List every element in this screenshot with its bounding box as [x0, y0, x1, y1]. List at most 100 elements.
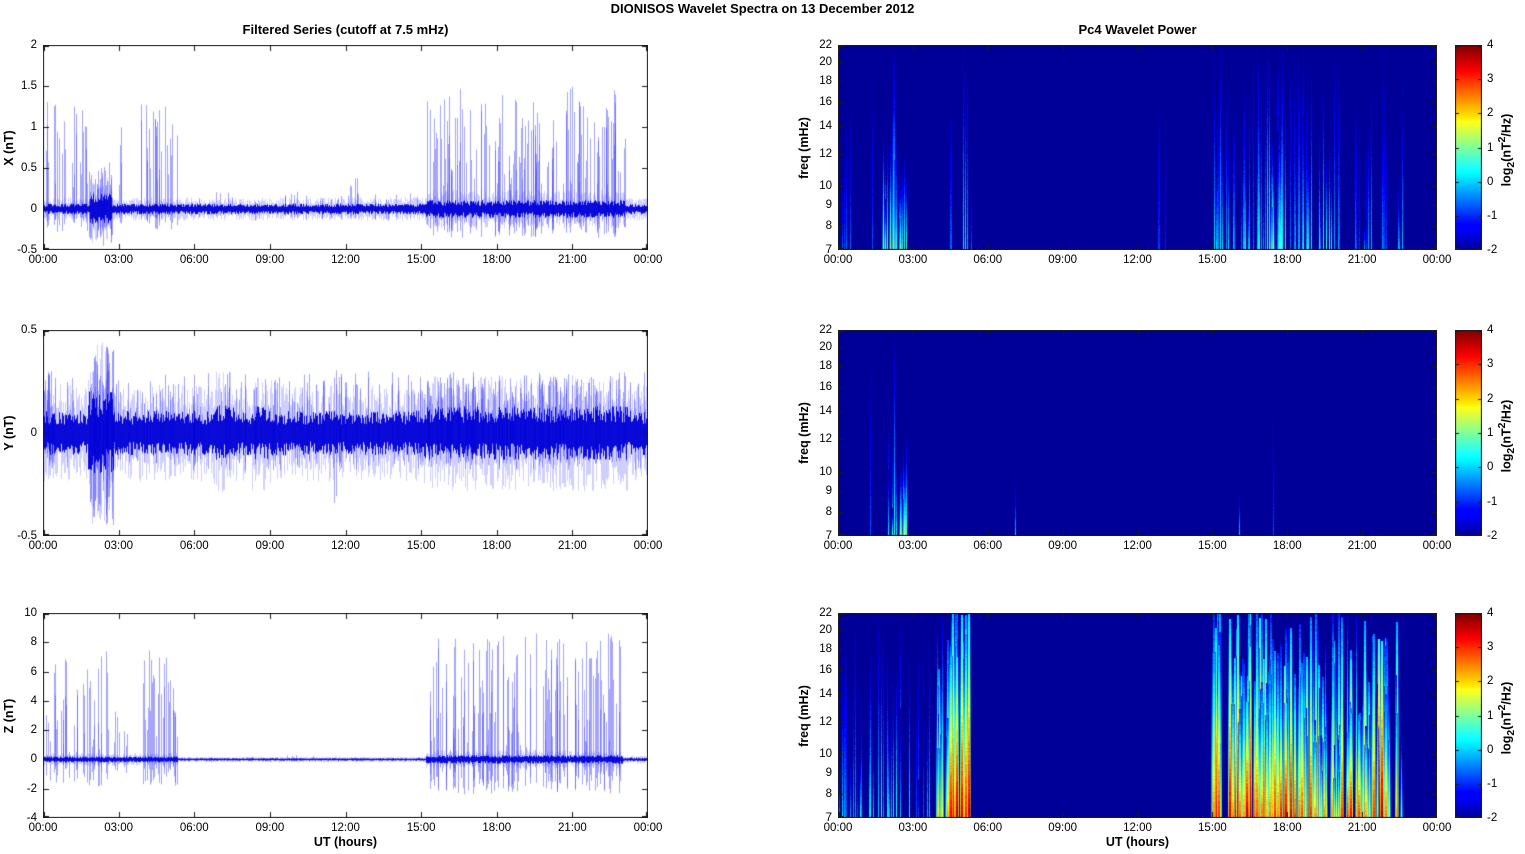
- y-tick-label: 10: [819, 180, 832, 193]
- y-tick-label: 14: [819, 119, 832, 132]
- x-tick-label: 06:00: [973, 540, 1003, 552]
- x-tick-label: 00:00: [823, 822, 853, 834]
- x-tick-label: 18:00: [1272, 254, 1302, 266]
- colorbar-label: log2(nT2/Hz): [1497, 399, 1517, 472]
- y-tick-label: 12: [819, 433, 832, 446]
- colorbar-tick-label: 4: [1487, 607, 1494, 619]
- x-tick-label: 18:00: [482, 254, 512, 266]
- y-tick-label: -2: [26, 782, 37, 795]
- y-tick-label: 10: [24, 607, 37, 619]
- x-tick-label: 18:00: [1272, 822, 1302, 834]
- y-tick-label: 12: [819, 147, 832, 160]
- x-tick-label: 09:00: [255, 540, 285, 552]
- colorbar-tick-label: 1: [1487, 709, 1494, 722]
- x-tick-label: 06:00: [973, 822, 1003, 834]
- y-tick-label: 8: [825, 788, 832, 801]
- y-tick-label: 16: [819, 96, 832, 108]
- left-x-axis-label: UT (hours): [313, 835, 378, 849]
- x-tick-label: 03:00: [104, 254, 134, 266]
- x-tick-label: 15:00: [406, 254, 436, 266]
- colorbar-tick-label: 2: [1487, 107, 1494, 120]
- x-tick-label: 09:00: [1048, 254, 1078, 266]
- y-tick-label: 1: [30, 121, 37, 133]
- x-tick-label: 15:00: [1197, 822, 1227, 834]
- y-tick-label: 7: [825, 244, 832, 256]
- colorbar-tick-label: -1: [1487, 777, 1498, 790]
- y-tick-label: 9: [825, 199, 832, 211]
- y-tick-label: 10: [819, 748, 832, 761]
- x-tick-label: 03:00: [898, 540, 928, 552]
- y-tick-label: 0: [30, 427, 37, 439]
- colorbar-x: log2(nT2/Hz) -2 -1 0 1 2 3 4: [1455, 39, 1517, 256]
- colorbar-tick-label: 4: [1487, 39, 1494, 51]
- x-tick-label: 09:00: [1048, 540, 1078, 552]
- colorbar-tick-label: -2: [1487, 530, 1498, 542]
- colorbar-tick-label: 3: [1487, 73, 1494, 86]
- figure-title: DIONISOS Wavelet Spectra on 13 December …: [610, 1, 915, 16]
- x-tick-label: 15:00: [1197, 540, 1227, 552]
- x-tick-label: 12:00: [1123, 822, 1152, 834]
- colorbar-tick-label: -1: [1487, 495, 1498, 508]
- x-tick-label: 00:00: [1422, 254, 1452, 266]
- y-tick-label: 18: [819, 74, 832, 87]
- y-tick-label: 0.5: [21, 324, 37, 336]
- y-tick-label: 14: [819, 405, 832, 418]
- colorbar-tick-label: 2: [1487, 675, 1494, 688]
- y-tick-label: 18: [819, 360, 832, 373]
- colorbar-tick-label: 1: [1487, 141, 1494, 154]
- x-tick-label: 03:00: [898, 822, 928, 834]
- x-tick-label: 03:00: [898, 254, 928, 266]
- x-tick-label: 18:00: [482, 822, 512, 834]
- colorbar-y: log2(nT2/Hz) -2 -1 0 1 2 3 4: [1455, 324, 1517, 542]
- x-tick-label: 00:00: [28, 822, 58, 834]
- y-tick-label: 9: [825, 484, 832, 497]
- colorbar-tick-label: 0: [1487, 175, 1494, 188]
- y-tick-label: 6: [30, 665, 37, 678]
- x-series-plot: [43, 45, 648, 250]
- x-tick-label: 00:00: [823, 540, 853, 552]
- panel-x-wavelet: freq (mHz) 00:00 03:00 06:00 09:00 12:00 15:0…: [797, 39, 1451, 266]
- colorbar-label: log2(nT2/Hz): [1497, 681, 1517, 755]
- z-wavelet-spectrogram: [838, 613, 1437, 818]
- colorbar-tick-label: -2: [1487, 244, 1498, 256]
- y-tick-label: 9: [825, 767, 832, 779]
- y-tick-label: 12: [819, 715, 832, 728]
- panel-z-series: Z (nT) 00:00 03:00 06:00 09:00 12:00 15:00 18:…: [2, 607, 662, 834]
- right-column-title: Pc4 Wavelet Power: [1078, 22, 1197, 37]
- colorbar-tick-label: -2: [1487, 812, 1498, 824]
- x-wavelet-spectrogram: [838, 45, 1437, 250]
- y-tick-label: 20: [819, 341, 832, 354]
- y-tick-label: 0: [30, 753, 37, 766]
- y-tick-label: 2: [30, 39, 37, 51]
- colorbar-tick-label: 0: [1487, 743, 1494, 756]
- colorbar-gradient: [1455, 330, 1482, 536]
- y-tick-label: 22: [819, 607, 832, 619]
- x-tick-label: 12:00: [331, 822, 360, 834]
- y-tick-label: 20: [819, 56, 832, 69]
- x-tick-label: 21:00: [557, 254, 587, 266]
- x-tick-label: 00:00: [28, 254, 58, 266]
- x-tick-label: 12:00: [331, 540, 360, 552]
- x-tick-label: 06:00: [179, 540, 209, 552]
- right-x-axis-label: UT (hours): [1105, 835, 1170, 849]
- colorbar-tick-label: 4: [1487, 324, 1494, 336]
- y-wavelet-spectrogram: [838, 330, 1437, 536]
- x-tick-label: 09:00: [255, 822, 285, 834]
- x-tick-label: 09:00: [1048, 822, 1078, 834]
- y-tick-label: -4: [26, 812, 37, 824]
- y-tick-label: 10: [819, 465, 832, 478]
- colorbar-label: log2(nT2/Hz): [1497, 113, 1517, 187]
- x-tick-label: 06:00: [973, 254, 1003, 266]
- x-tick-label: 00:00: [1422, 822, 1452, 834]
- y-tick-label: 0: [30, 203, 37, 215]
- x-tick-label: 03:00: [104, 540, 134, 552]
- panel-y-wavelet: freq (mHz) 00:00 03:00 06:00 09:00 12:00 15:0…: [797, 324, 1451, 552]
- colorbar-tick-label: 3: [1487, 358, 1494, 371]
- x-tick-label: 18:00: [1272, 540, 1302, 552]
- colorbar-tick-label: 2: [1487, 392, 1494, 405]
- y-tick-label: 0.5: [21, 162, 37, 174]
- x-tick-label: 03:00: [104, 822, 134, 834]
- x-tick-label: 00:00: [28, 540, 58, 552]
- y-tick-label: 18: [819, 642, 832, 655]
